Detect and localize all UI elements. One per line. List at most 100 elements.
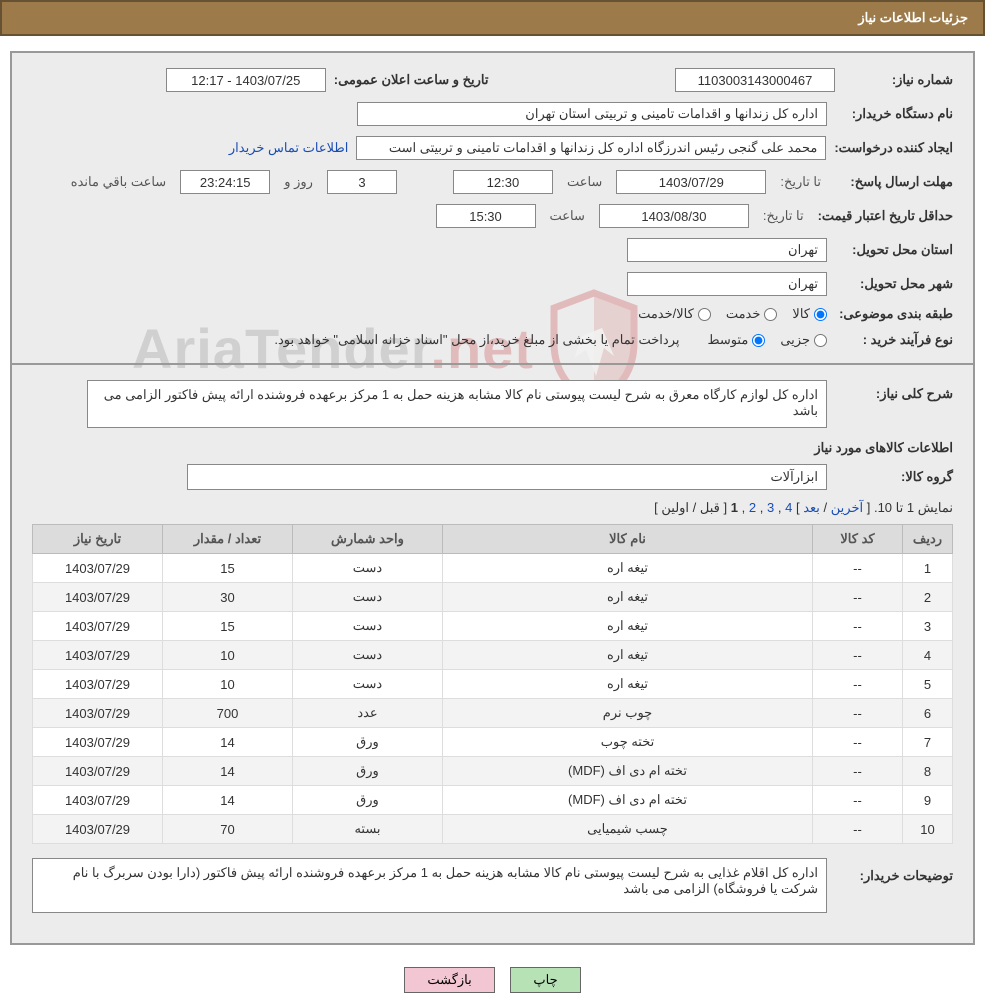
proc-radio-group: جزیی متوسط <box>707 332 827 348</box>
cell-date: 1403/07/29 <box>33 728 163 757</box>
cell-code: -- <box>813 641 903 670</box>
need-no-label: شماره نیاز: <box>835 72 953 88</box>
cell-row: 4 <box>903 641 953 670</box>
cell-date: 1403/07/29 <box>33 757 163 786</box>
cell-row: 3 <box>903 612 953 641</box>
class-label: طبقه بندی موضوعی: <box>835 306 953 322</box>
proc-small-option[interactable]: جزیی <box>780 332 827 348</box>
table-row: 7--تخته چوبورق141403/07/29 <box>33 728 953 757</box>
pager-prefix: نمایش 1 تا 10. [ <box>867 500 953 515</box>
table-row: 10--چسب شیمیاییبسته701403/07/29 <box>33 815 953 844</box>
cell-row: 2 <box>903 583 953 612</box>
cell-code: -- <box>813 583 903 612</box>
class-goods-option[interactable]: کالا <box>792 306 827 322</box>
th-qty: تعداد / مقدار <box>163 525 293 554</box>
buyer-notes-label: توضیحات خریدار: <box>835 858 953 884</box>
buyer-notes-value: اداره کل اقلام غذایی به شرح لیست پیوستی … <box>32 858 827 913</box>
pager-p3[interactable]: 3 <box>767 500 774 515</box>
group-label: گروه کالا: <box>835 469 953 485</box>
table-row: 3--تیغه ارهدست151403/07/29 <box>33 612 953 641</box>
th-name: نام کالا <box>443 525 813 554</box>
proc-medium-option[interactable]: متوسط <box>707 332 765 348</box>
class-goods-radio[interactable] <box>814 308 827 321</box>
pager-p1: 1 <box>731 500 738 515</box>
until-label: تا تاریخ: <box>774 174 827 190</box>
buyer-label: نام دستگاه خریدار: <box>835 106 953 122</box>
table-row: 5--تیغه ارهدست101403/07/29 <box>33 670 953 699</box>
deadline-date: 1403/07/29 <box>616 170 766 194</box>
pager-p2[interactable]: 2 <box>749 500 756 515</box>
cell-name: تیغه اره <box>443 612 813 641</box>
pager-suffix: ] <box>654 500 658 515</box>
cell-unit: ورق <box>293 757 443 786</box>
cell-date: 1403/07/29 <box>33 699 163 728</box>
table-row: 1--تیغه ارهدست151403/07/29 <box>33 554 953 583</box>
cell-row: 5 <box>903 670 953 699</box>
province-label: استان محل تحویل: <box>835 242 953 258</box>
cell-code: -- <box>813 728 903 757</box>
cell-qty: 10 <box>163 670 293 699</box>
cell-name: تخته چوب <box>443 728 813 757</box>
class-service-radio[interactable] <box>764 308 777 321</box>
cell-qty: 14 <box>163 757 293 786</box>
back-button[interactable]: بازگشت <box>404 967 494 993</box>
table-row: 9--تخته ام دی اف (MDF)ورق141403/07/29 <box>33 786 953 815</box>
pager-sep-2: / <box>689 500 696 515</box>
proc-medium-radio[interactable] <box>752 334 765 347</box>
proc-label: نوع فرآیند خرید : <box>835 332 953 348</box>
class-both-label: کالا/خدمت <box>638 306 694 322</box>
cell-name: چسب شیمیایی <box>443 815 813 844</box>
pager-next[interactable]: بعد <box>803 500 820 515</box>
validity-date: 1403/08/30 <box>599 204 749 228</box>
proc-small-radio[interactable] <box>814 334 827 347</box>
buyer-value: اداره کل زندانها و اقدامات تامینی و تربی… <box>357 102 827 126</box>
cell-unit: دست <box>293 612 443 641</box>
cell-date: 1403/07/29 <box>33 612 163 641</box>
proc-medium-label: متوسط <box>707 332 748 348</box>
cell-code: -- <box>813 670 903 699</box>
cell-name: چوب نرم <box>443 699 813 728</box>
cell-name: تخته ام دی اف (MDF) <box>443 786 813 815</box>
validity-time: 15:30 <box>436 204 536 228</box>
buttons-row: چاپ بازگشت <box>0 955 985 999</box>
cell-row: 9 <box>903 786 953 815</box>
pager-last[interactable]: آخرین <box>831 500 863 515</box>
time-remaining: 23:24:15 <box>180 170 270 194</box>
class-service-option[interactable]: خدمت <box>726 306 778 322</box>
province-value: تهران <box>627 238 827 262</box>
cell-code: -- <box>813 612 903 641</box>
contact-link[interactable]: اطلاعات تماس خریدار <box>229 140 348 156</box>
proc-note: پرداخت تمام یا بخشی از مبلغ خرید،از محل … <box>274 332 679 348</box>
cell-code: -- <box>813 815 903 844</box>
requester-label: ایجاد کننده درخواست: <box>834 140 953 156</box>
desc-value: اداره کل لوازم کارگاه معرق به شرح لیست پ… <box>87 380 827 428</box>
deadline-label: مهلت ارسال پاسخ: <box>835 174 953 190</box>
cell-unit: دست <box>293 641 443 670</box>
pager-first: اولین <box>661 500 689 515</box>
cell-code: -- <box>813 554 903 583</box>
class-radio-group: کالا خدمت کالا/خدمت <box>638 306 827 322</box>
remain-label: ساعت باقي مانده <box>65 174 172 190</box>
cell-row: 6 <box>903 699 953 728</box>
cell-qty: 700 <box>163 699 293 728</box>
desc-label: شرح کلی نیاز: <box>835 380 953 402</box>
table-row: 8--تخته ام دی اف (MDF)ورق141403/07/29 <box>33 757 953 786</box>
items-table: ردیف کد کالا نام کالا واحد شمارش تعداد /… <box>32 524 953 844</box>
group-value: ابزارآلات <box>187 464 827 490</box>
cell-date: 1403/07/29 <box>33 815 163 844</box>
cell-date: 1403/07/29 <box>33 670 163 699</box>
cell-code: -- <box>813 757 903 786</box>
table-row: 4--تیغه ارهدست101403/07/29 <box>33 641 953 670</box>
announce-value: 1403/07/25 - 12:17 <box>166 68 326 92</box>
days-and-label: روز و <box>278 174 319 190</box>
pager: نمایش 1 تا 10. [ آخرین / بعد ] 4 , 3 , 2… <box>32 500 953 516</box>
class-both-radio[interactable] <box>698 308 711 321</box>
print-button[interactable]: چاپ <box>510 967 580 993</box>
cell-qty: 15 <box>163 612 293 641</box>
requester-value: محمد علی گنجی رئیس اندرزگاه اداره کل زند… <box>356 136 826 160</box>
city-label: شهر محل تحویل: <box>835 276 953 292</box>
cell-qty: 14 <box>163 728 293 757</box>
cell-name: تخته ام دی اف (MDF) <box>443 757 813 786</box>
cell-qty: 10 <box>163 641 293 670</box>
class-both-option[interactable]: کالا/خدمت <box>638 306 711 322</box>
